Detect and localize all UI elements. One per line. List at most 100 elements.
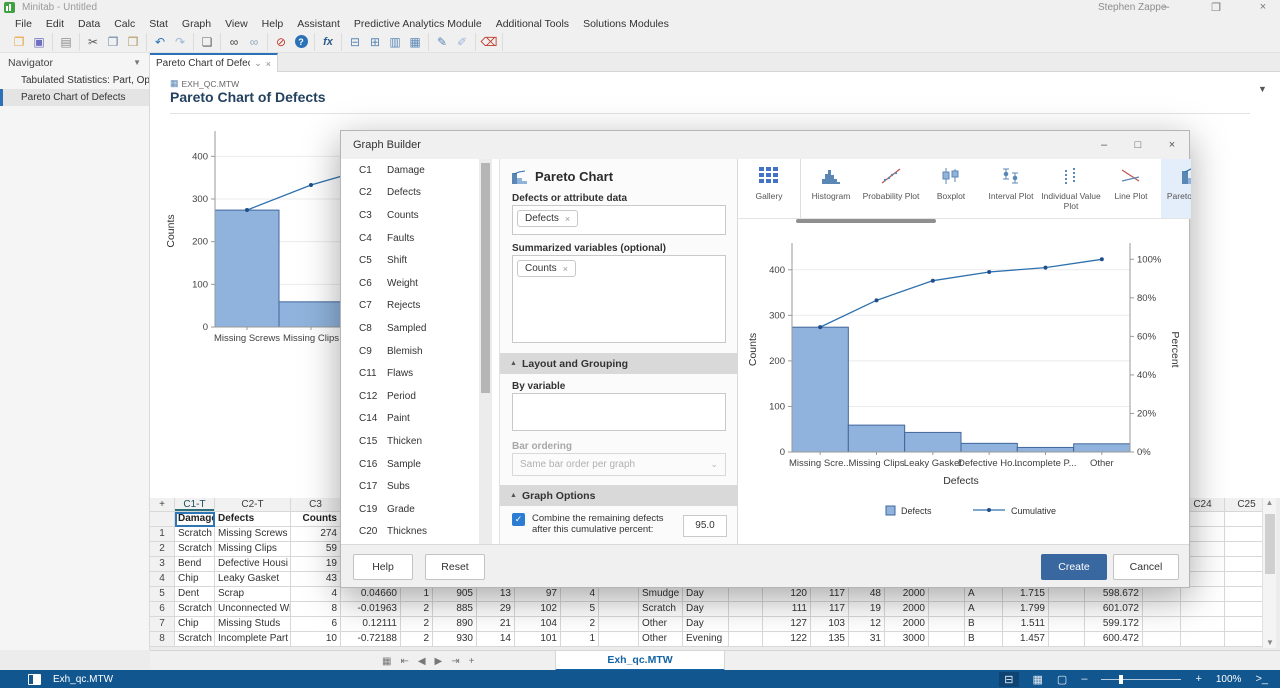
cell[interactable]: 19 [849, 602, 885, 617]
menu-calc[interactable]: Calc [107, 18, 142, 30]
cell[interactable]: -0.01963 [341, 602, 401, 617]
cell[interactable]: Chip [175, 617, 215, 632]
zoom-slider-thumb[interactable] [1119, 675, 1123, 684]
gallery-item-histogram[interactable]: Histogram [801, 159, 861, 219]
cell[interactable]: 905 [433, 587, 477, 602]
cell[interactable] [599, 602, 639, 617]
cell[interactable]: 43 [291, 572, 341, 587]
combine-defects-option[interactable]: ✓ Combine the remaining defects after th… [512, 513, 677, 535]
cell[interactable]: 5 [561, 602, 599, 617]
cell[interactable]: 4 [561, 587, 599, 602]
close-button[interactable]: × [1252, 1, 1274, 13]
worksheet-vertical-scrollbar[interactable]: ▲ ▼ [1262, 498, 1276, 648]
cell[interactable]: Scratch [175, 632, 215, 647]
insert-cols-icon[interactable]: ⊞ [365, 33, 385, 51]
worksheet-tab-exh-qc[interactable]: Exh_qc.MTW [555, 651, 725, 671]
tab-pareto-chart-of-defects[interactable]: Pareto Chart of Defects ⌄ × [150, 53, 278, 72]
cell[interactable]: 1.457 [1003, 632, 1049, 647]
column-item-c14[interactable]: C14Paint [345, 408, 479, 431]
worksheet-grid-icon[interactable]: ▦ [382, 656, 391, 667]
cell[interactable]: 102 [515, 602, 561, 617]
menu-data[interactable]: Data [71, 18, 107, 30]
edit-graph2-icon[interactable]: ✐ [452, 33, 472, 51]
cell[interactable]: 104 [515, 617, 561, 632]
cell[interactable] [1049, 632, 1085, 647]
cell[interactable]: Scratch [175, 602, 215, 617]
column-item-c11[interactable]: C11Flaws [345, 362, 479, 385]
cell[interactable]: 21 [477, 617, 515, 632]
cell[interactable]: 1.799 [1003, 602, 1049, 617]
cell[interactable] [1225, 527, 1262, 542]
cell[interactable]: 601.072 [1085, 602, 1143, 617]
col-header-c3[interactable]: C3 [291, 498, 341, 512]
column-item-c3[interactable]: C3Counts [345, 204, 479, 227]
cell[interactable] [1143, 632, 1181, 647]
cell[interactable] [1225, 572, 1262, 587]
cell[interactable]: + [150, 498, 175, 512]
cell[interactable] [1181, 632, 1225, 647]
cell[interactable]: 59 [291, 542, 341, 557]
navigator-header[interactable]: Navigator ▼ [0, 53, 149, 72]
cell[interactable]: Defects [215, 512, 291, 527]
cell[interactable] [929, 602, 965, 617]
help-icon[interactable]: ? [291, 33, 311, 51]
cell[interactable]: 13 [477, 587, 515, 602]
cell[interactable]: 600.472 [1085, 632, 1143, 647]
cell[interactable]: Leaky Gasket [215, 572, 291, 587]
cell[interactable]: 2 [401, 632, 433, 647]
cell[interactable]: Counts [291, 512, 341, 527]
nav-item-pareto-chart-of-defects[interactable]: Pareto Chart of Defects [0, 89, 149, 106]
gallery-item-probability-plot[interactable]: Probability Plot [861, 159, 921, 219]
cell[interactable]: 3 [150, 557, 175, 572]
cell[interactable]: Day [683, 587, 729, 602]
cell[interactable] [599, 632, 639, 647]
cell[interactable]: Scrap [215, 587, 291, 602]
cell[interactable] [1143, 602, 1181, 617]
column-item-c5[interactable]: C5Shift [345, 249, 479, 272]
cell[interactable]: Chip [175, 572, 215, 587]
cancel-button[interactable]: Cancel [1113, 554, 1179, 580]
reset-button[interactable]: Reset [425, 554, 485, 580]
insert-rows-icon[interactable]: ⊟ [345, 33, 365, 51]
cell[interactable]: Missing Studs [215, 617, 291, 632]
cell[interactable] [1225, 512, 1262, 527]
menu-graph[interactable]: Graph [175, 18, 218, 30]
defects-chip[interactable]: Defects× [517, 210, 578, 227]
scrollbar-thumb[interactable] [481, 163, 490, 393]
scroll-down-icon[interactable]: ▼ [1263, 638, 1277, 647]
cell[interactable]: 890 [433, 617, 477, 632]
dialog-minimize-button[interactable]: – [1087, 131, 1121, 159]
cell[interactable] [1049, 587, 1085, 602]
zoom-out-icon[interactable]: – [1081, 673, 1087, 685]
cell[interactable] [729, 587, 763, 602]
gallery-item-pareto[interactable]: Pareto Chart [1161, 159, 1191, 219]
cell[interactable]: 2000 [885, 602, 929, 617]
cell[interactable]: 6 [150, 602, 175, 617]
cell[interactable] [1143, 617, 1181, 632]
cell[interactable]: 1.715 [1003, 587, 1049, 602]
column-item-c6[interactable]: C6Weight [345, 272, 479, 295]
defects-field[interactable]: Defects× [512, 205, 726, 235]
cell[interactable]: 2 [401, 617, 433, 632]
cell[interactable]: Scratch [639, 602, 683, 617]
column-item-c1[interactable]: C1Damage [345, 159, 479, 182]
cell[interactable]: 101 [515, 632, 561, 647]
cell[interactable]: 0.04660 [341, 587, 401, 602]
section-layout-grouping[interactable]: ▲ Layout and Grouping [500, 353, 737, 374]
zoom-slider[interactable] [1101, 679, 1181, 680]
cell[interactable]: 1 [150, 527, 175, 542]
tab-close-icon[interactable]: × [266, 59, 271, 69]
cancel-icon[interactable]: ⊘ [271, 33, 291, 51]
cell[interactable]: 930 [433, 632, 477, 647]
column-item-c20[interactable]: C20Thicknes [345, 521, 479, 544]
cell[interactable]: Incomplete Part [215, 632, 291, 647]
section-graph-options[interactable]: ▲ Graph Options [500, 485, 737, 506]
scroll-up-icon[interactable]: ▲ [1263, 498, 1276, 507]
by-variable-field[interactable] [512, 393, 726, 431]
menu-assistant[interactable]: Assistant [290, 18, 347, 30]
dialog-close-button[interactable]: × [1155, 131, 1189, 159]
cell[interactable]: Day [683, 617, 729, 632]
gallery-item-boxplot[interactable]: Boxplot [921, 159, 981, 219]
cell[interactable] [729, 632, 763, 647]
minimize-button[interactable]: – [1155, 1, 1177, 13]
